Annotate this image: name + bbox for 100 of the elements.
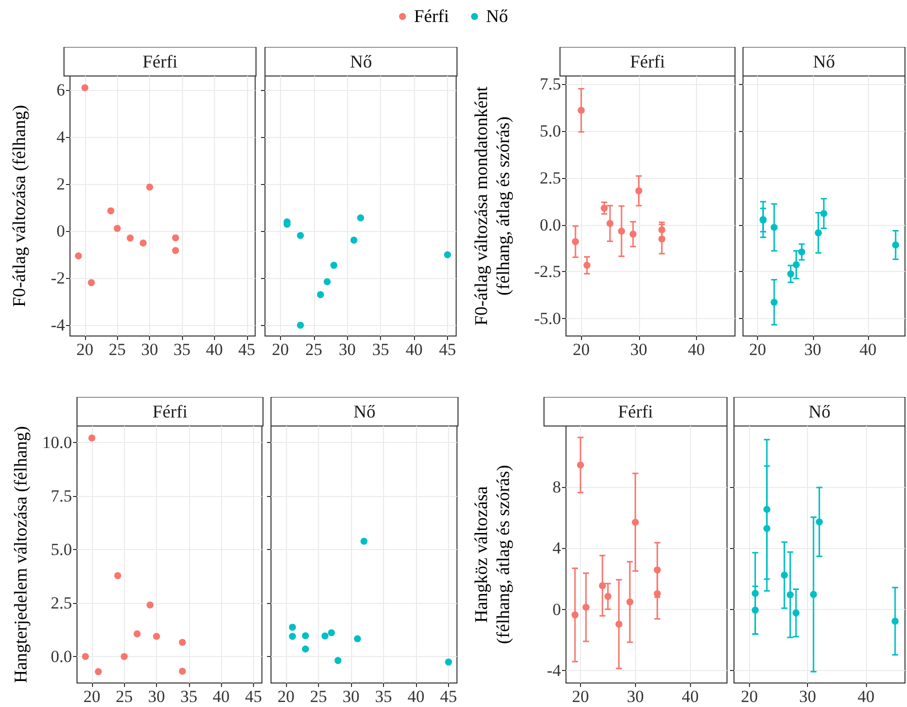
point [328,629,335,636]
legend-label: Nő [486,6,508,27]
y-tick-label: 0.0 [540,215,561,234]
point [816,518,823,526]
point [752,606,759,614]
x-tick-label: 35 [180,687,198,706]
y-tick-label: 0 [552,600,561,619]
y-tick-label: -4 [546,660,562,680]
point [330,262,338,269]
x-tick-label: 40 [857,687,874,706]
point [820,210,828,217]
point [615,620,622,628]
point [604,592,612,600]
x-tick-label: 20 [83,687,100,706]
point [752,590,759,597]
point [126,234,134,242]
point [786,591,794,598]
point [120,652,128,660]
point [632,518,639,526]
point [107,207,114,214]
point [787,270,794,278]
y-axis-title: F0-átlag változása (félhang) [9,105,29,307]
y-axis-title: F0-átlag változása mondatonként (félhang, átlag és szórás) [471,86,513,326]
y-tick-label: 8 [552,477,561,496]
x-tick-label: 25 [310,687,327,706]
chart-title: Nő [354,402,376,422]
point [578,106,585,114]
point [172,234,180,242]
point [598,582,606,590]
x-tick-label: 40 [860,340,877,359]
x-tick-label: 30 [626,687,644,706]
x-tick-label: 30 [148,687,166,706]
point [296,232,304,239]
x-tick-label: 20 [277,687,294,706]
point [334,657,342,664]
x-tick-label: 25 [116,687,133,706]
x-tick-label: 25 [305,340,322,359]
y-tick-label: 4 [552,538,562,558]
point [798,248,806,256]
point [600,204,608,212]
x-tick-label: 30 [141,340,158,359]
point [792,609,800,616]
point [583,262,590,269]
point [354,635,361,642]
point [88,434,96,442]
point [572,611,578,618]
x-tick-label: 30 [804,340,822,359]
x-tick-label: 30 [799,687,816,706]
chart-title: Férfi [618,402,653,422]
y-tick-label: -5.0 [534,309,561,328]
point [172,247,180,254]
point [178,668,186,675]
point [763,524,770,532]
y-tick-label: 2.5 [540,168,561,188]
y-tick-label: 0 [56,222,65,241]
chart-title: Férfi [630,52,665,72]
point [770,298,778,306]
point [780,572,788,579]
y-tick-label: -2.5 [534,262,561,282]
point [153,632,160,640]
point [892,618,899,625]
y-tick-label: 5.0 [540,121,561,140]
x-tick-label: 40 [212,687,230,706]
point [302,632,309,640]
point [94,668,102,676]
point [618,228,626,235]
y-tick-label: 4 [56,128,66,147]
x-tick-label: 20 [749,340,766,359]
point [770,224,778,231]
point [88,279,95,286]
y-tick-label: 7.5 [540,74,561,94]
point [576,462,584,469]
y-tick-label: 2 [56,174,65,194]
x-tick-label: 40 [688,340,705,359]
point [892,242,900,249]
y-axis-title: Hangköz változása (félhang, átlag és szórás) [471,465,513,644]
point [626,598,634,606]
x-tick-label: 30 [338,340,356,359]
point [134,630,141,638]
point [74,252,82,260]
chart-title: Nő [350,52,372,72]
point [324,278,331,286]
y-tick-label: 0.0 [50,646,72,666]
point [357,214,364,222]
point [302,646,309,652]
point [350,236,358,244]
y-axis-title: Hangterjedelem változása (félhang) [10,426,30,683]
x-tick-label: 40 [407,687,424,706]
point [114,224,121,232]
x-tick-label: 20 [76,340,94,359]
chart-title: Nő [808,402,830,422]
point [444,251,451,258]
y-tick-label: 5.0 [50,540,72,560]
chart-title: Férfi [142,52,178,72]
x-tick-label: 45 [245,687,262,706]
point [792,261,800,268]
x-tick-label: 20 [572,340,590,359]
point [288,624,296,631]
x-tick-label: 20 [272,340,289,359]
point [321,632,328,640]
